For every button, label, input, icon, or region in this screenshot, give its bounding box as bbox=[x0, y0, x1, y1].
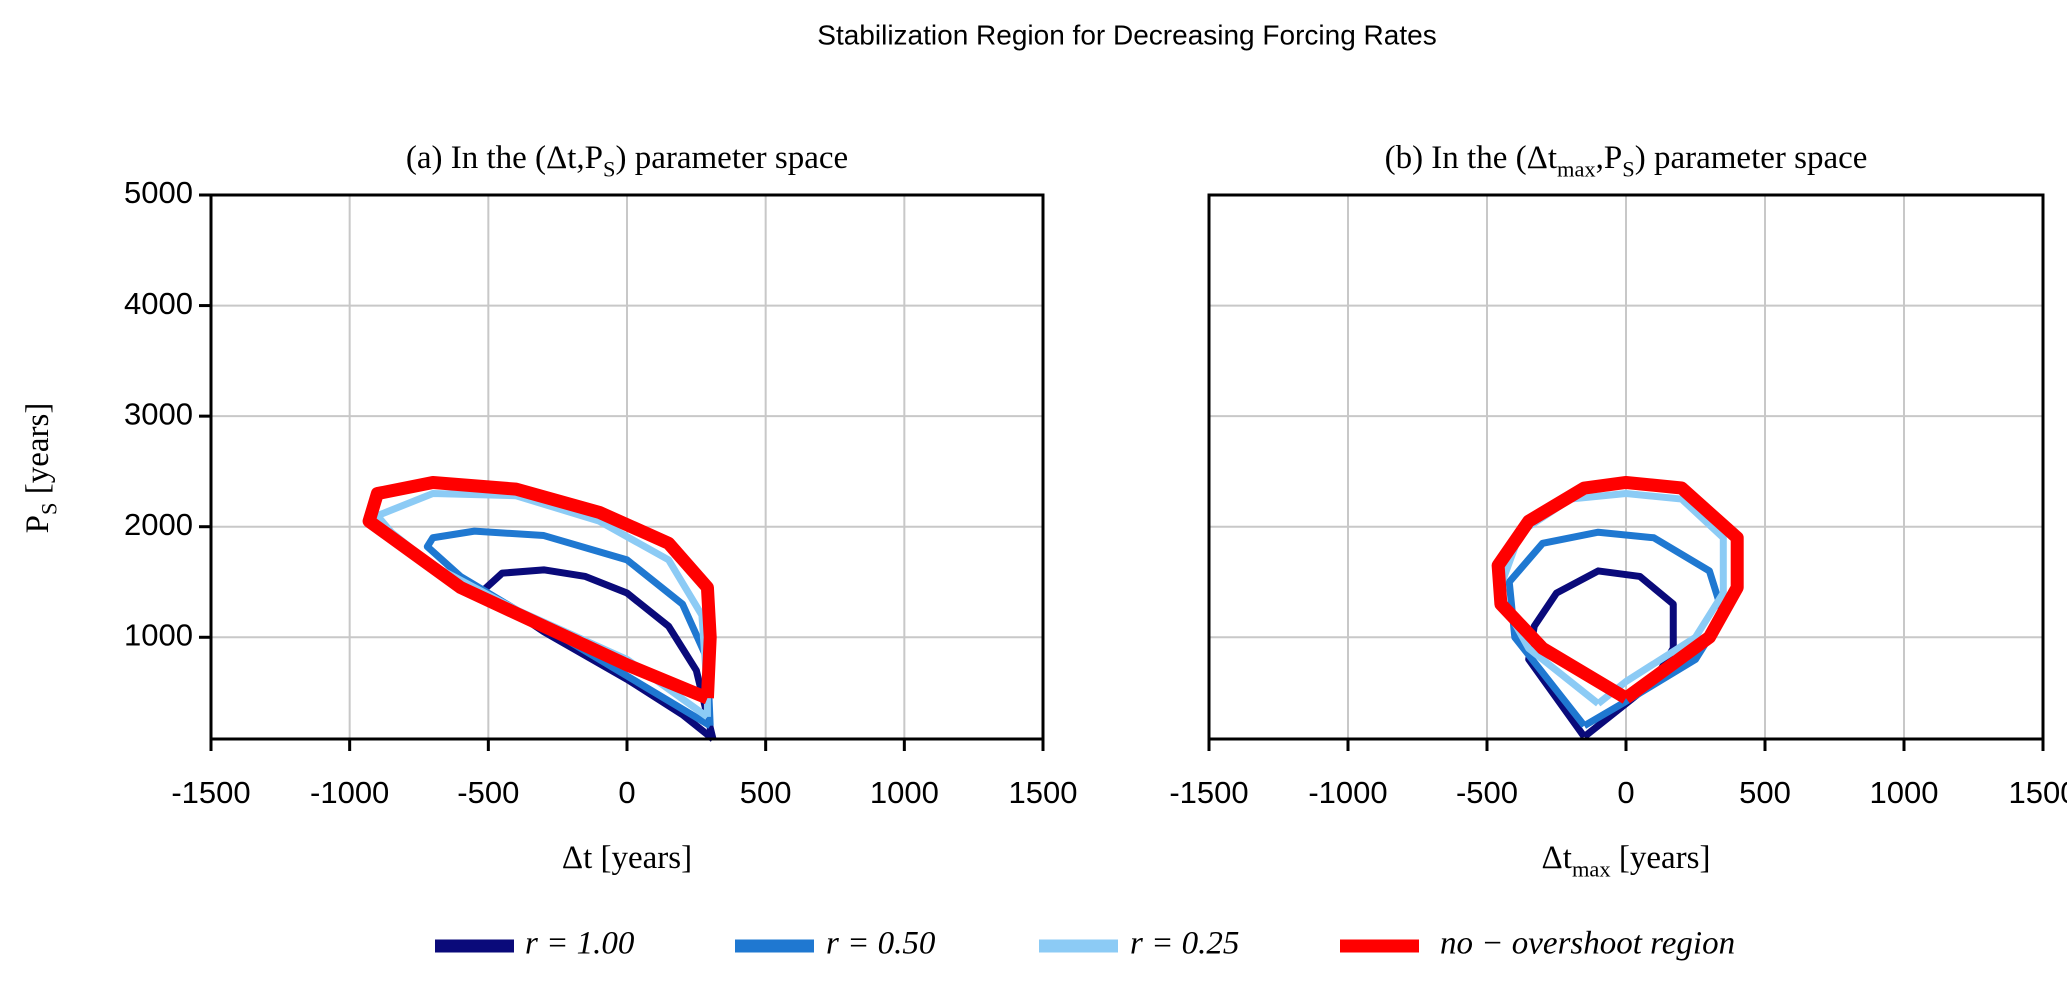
x-tick-label: -1000 bbox=[310, 775, 389, 810]
y-tick-label: 1000 bbox=[124, 617, 193, 652]
subplot-title: (a) In the (Δt,PS) parameter space bbox=[406, 140, 848, 181]
x-axis-label: Δt [years] bbox=[562, 840, 692, 876]
text-part: ) parameter space bbox=[615, 140, 848, 176]
subscript: max bbox=[1557, 156, 1596, 181]
y-axis-label: PS [years] bbox=[20, 403, 61, 534]
text-part: (a) In the (Δt,P bbox=[406, 140, 603, 176]
x-tick-label: 1500 bbox=[1009, 775, 1078, 810]
text-part: ,P bbox=[1596, 140, 1623, 176]
x-tick-label: 500 bbox=[740, 775, 792, 810]
x-tick-label: 500 bbox=[1739, 775, 1791, 810]
y-tick-label: 5000 bbox=[124, 175, 193, 210]
y-tick-label: 4000 bbox=[124, 286, 193, 321]
series-line bbox=[1505, 528, 1727, 729]
legend-label: r = 0.25 bbox=[1130, 926, 1239, 962]
subscript: max bbox=[1572, 856, 1611, 881]
x-tick-label: 1000 bbox=[870, 775, 939, 810]
x-tick-label: -1000 bbox=[1308, 775, 1387, 810]
x-tick-label: 1000 bbox=[1870, 775, 1939, 810]
x-tick-label: 1500 bbox=[2009, 775, 2067, 810]
series-line bbox=[1491, 475, 1744, 704]
y-tick-label: 3000 bbox=[124, 396, 193, 431]
x-tick-label: -1500 bbox=[171, 775, 250, 810]
text-part: ) parameter space bbox=[1635, 140, 1868, 176]
subplot-title: (b) In the (Δtmax,PS) parameter space bbox=[1385, 140, 1868, 181]
legend-label: r = 0.50 bbox=[826, 926, 936, 962]
subscript: S bbox=[36, 503, 61, 515]
plot-frame bbox=[1207, 193, 2045, 741]
series-line bbox=[362, 475, 717, 705]
x-tick-label: -1500 bbox=[1169, 775, 1248, 810]
text-part: (b) In the (Δt bbox=[1385, 140, 1557, 176]
text-part: [years] bbox=[1611, 840, 1711, 876]
text-part: Δt bbox=[1542, 840, 1572, 876]
x-tick-label: -500 bbox=[457, 775, 519, 810]
legend-label: r = 1.00 bbox=[525, 926, 635, 962]
subscript: S bbox=[1622, 156, 1634, 181]
figure-title: Stabilization Region for Decreasing Forc… bbox=[817, 19, 1436, 50]
y-tick-label: 2000 bbox=[124, 507, 193, 542]
x-axis-label: Δtmax [years] bbox=[1542, 840, 1711, 881]
legend-label: no − overshoot region bbox=[1440, 926, 1735, 962]
text-part: P bbox=[20, 515, 56, 533]
plot-frame bbox=[209, 193, 1045, 741]
x-tick-label: 0 bbox=[618, 775, 635, 810]
x-tick-label: 0 bbox=[1617, 775, 1634, 810]
subscript: S bbox=[603, 156, 615, 181]
x-tick-label: -500 bbox=[1456, 775, 1518, 810]
series-line bbox=[423, 527, 714, 729]
text-part: Δt [years] bbox=[562, 840, 692, 876]
text-part: [years] bbox=[20, 403, 56, 503]
